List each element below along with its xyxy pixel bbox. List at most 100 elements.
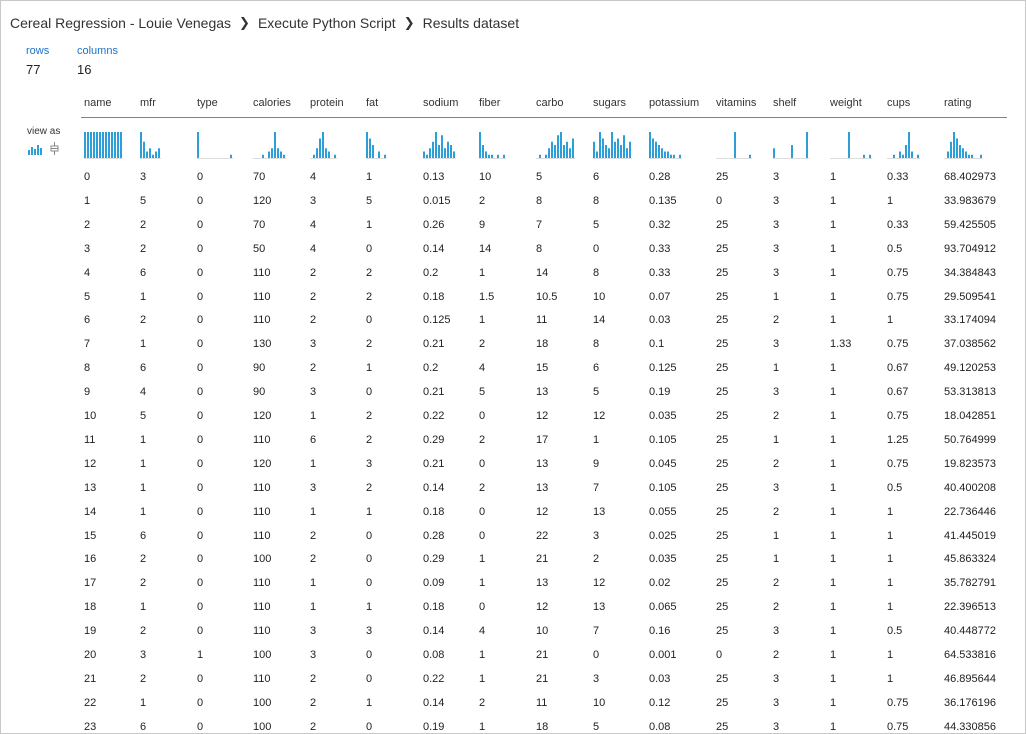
cell-carbo[interactable]: 21 <box>536 672 549 685</box>
cell-weight[interactable]: 1 <box>830 386 837 399</box>
cell-sodium[interactable]: 0.125 <box>423 314 451 327</box>
cell-name[interactable]: 18 <box>84 601 97 614</box>
cell-shelf[interactable]: 3 <box>773 242 780 255</box>
cell-shelf[interactable]: 2 <box>773 577 780 590</box>
cell-fiber[interactable]: 1 <box>479 553 486 566</box>
cell-sugars[interactable]: 10 <box>593 696 606 709</box>
cell-cups[interactable]: 1 <box>887 553 894 566</box>
breadcrumb-module[interactable]: Execute Python Script <box>257 15 396 31</box>
cell-cups[interactable]: 0.5 <box>887 242 903 255</box>
cell-sugars[interactable]: 6 <box>593 362 600 375</box>
cell-fiber[interactable]: 1.5 <box>479 290 495 303</box>
cell-sodium[interactable]: 0.18 <box>423 505 445 518</box>
cell-cups[interactable]: 0.75 <box>887 266 909 279</box>
cell-vitamins[interactable]: 25 <box>716 672 729 685</box>
cell-rating[interactable]: 68.402973 <box>944 171 996 183</box>
cell-rating[interactable]: 49.120253 <box>944 362 996 375</box>
cell-sugars[interactable]: 6 <box>593 171 600 183</box>
column-header-cups[interactable]: cups <box>887 97 911 109</box>
cell-fat[interactable]: 0 <box>366 577 373 590</box>
cell-sodium[interactable]: 0.2 <box>423 362 439 375</box>
column-header-calories[interactable]: calories <box>253 97 291 109</box>
cell-potassium[interactable]: 0.001 <box>649 649 677 661</box>
cell-sodium[interactable]: 0.28 <box>423 529 445 542</box>
cell-calories[interactable]: 120 <box>253 410 272 422</box>
cell-rating[interactable]: 18.042851 <box>944 410 996 422</box>
cell-fiber[interactable]: 2 <box>479 194 486 207</box>
cell-sodium[interactable]: 0.21 <box>423 386 445 399</box>
cell-fat[interactable]: 0 <box>366 529 373 542</box>
cell-type[interactable]: 0 <box>197 553 204 566</box>
cell-sodium[interactable]: 0.18 <box>423 601 445 614</box>
cell-sugars[interactable]: 8 <box>593 338 600 351</box>
cell-fiber[interactable]: 0 <box>479 457 486 470</box>
cell-mfr[interactable]: 2 <box>140 625 147 638</box>
cell-potassium[interactable]: 0.03 <box>649 314 671 327</box>
cell-mfr[interactable]: 2 <box>140 672 147 685</box>
cell-fat[interactable]: 1 <box>366 218 373 231</box>
cell-cups[interactable]: 1 <box>887 529 894 542</box>
cell-weight[interactable]: 1 <box>830 171 837 183</box>
cell-sugars[interactable]: 3 <box>593 672 600 685</box>
cell-cups[interactable]: 1 <box>887 314 894 327</box>
cell-name[interactable]: 2 <box>84 218 91 231</box>
cell-vitamins[interactable]: 25 <box>716 218 729 231</box>
cell-sugars[interactable]: 8 <box>593 194 600 207</box>
cell-calories[interactable]: 130 <box>253 338 272 351</box>
cell-carbo[interactable]: 21 <box>536 553 549 566</box>
cell-sodium[interactable]: 0.21 <box>423 457 445 470</box>
cell-cups[interactable]: 1 <box>887 601 894 614</box>
cell-fat[interactable]: 2 <box>366 433 373 446</box>
cell-type[interactable]: 0 <box>197 362 204 375</box>
cell-name[interactable]: 4 <box>84 266 91 279</box>
cell-calories[interactable]: 100 <box>253 720 272 733</box>
cell-calories[interactable]: 110 <box>253 314 271 327</box>
cell-cups[interactable]: 0.75 <box>887 696 909 709</box>
cell-carbo[interactable]: 17 <box>536 433 549 446</box>
cell-mfr[interactable]: 1 <box>140 481 147 494</box>
cell-mfr[interactable]: 6 <box>140 362 147 375</box>
cell-shelf[interactable]: 3 <box>773 720 780 733</box>
cell-fat[interactable]: 2 <box>366 290 373 303</box>
column-header-type[interactable]: type <box>197 97 218 109</box>
cell-vitamins[interactable]: 25 <box>716 481 729 494</box>
cell-weight[interactable]: 1 <box>830 481 837 494</box>
cell-calories[interactable]: 120 <box>253 457 272 470</box>
cell-carbo[interactable]: 18 <box>536 720 549 733</box>
cell-fiber[interactable]: 10 <box>479 171 492 183</box>
histogram-mfr[interactable] <box>140 131 161 159</box>
column-header-shelf[interactable]: shelf <box>773 97 797 109</box>
cell-weight[interactable]: 1 <box>830 457 837 470</box>
cell-fiber[interactable]: 2 <box>479 696 486 709</box>
cell-type[interactable]: 1 <box>197 649 204 661</box>
histogram-fiber[interactable] <box>479 131 506 159</box>
cell-name[interactable]: 16 <box>84 553 97 566</box>
cell-potassium[interactable]: 0.32 <box>649 218 671 231</box>
cell-cups[interactable]: 1 <box>887 577 894 590</box>
cell-fat[interactable]: 0 <box>366 720 373 733</box>
cell-carbo[interactable]: 15 <box>536 362 549 375</box>
histogram-weight[interactable] <box>830 131 872 159</box>
cell-shelf[interactable]: 2 <box>773 601 780 614</box>
vertical-scrollbar[interactable] <box>1009 117 1019 729</box>
cell-cups[interactable]: 0.67 <box>887 362 909 375</box>
cell-vitamins[interactable]: 25 <box>716 553 729 566</box>
cell-shelf[interactable]: 3 <box>773 171 780 183</box>
cell-shelf[interactable]: 1 <box>773 433 780 446</box>
cell-mfr[interactable]: 1 <box>140 457 147 470</box>
cell-vitamins[interactable]: 25 <box>716 338 729 351</box>
cell-weight[interactable]: 1 <box>830 577 837 590</box>
cell-shelf[interactable]: 3 <box>773 672 780 685</box>
cell-type[interactable]: 0 <box>197 266 204 279</box>
cell-weight[interactable]: 1 <box>830 601 837 614</box>
cell-vitamins[interactable]: 25 <box>716 529 729 542</box>
cell-cups[interactable]: 0.75 <box>887 720 909 733</box>
cell-shelf[interactable]: 3 <box>773 338 780 351</box>
column-header-carbo[interactable]: carbo <box>536 97 564 109</box>
cell-fiber[interactable]: 5 <box>479 386 486 399</box>
cell-mfr[interactable]: 1 <box>140 505 147 518</box>
cell-vitamins[interactable]: 25 <box>716 266 729 279</box>
cell-type[interactable]: 0 <box>197 696 204 709</box>
cell-calories[interactable]: 90 <box>253 362 266 375</box>
histogram-icon[interactable] <box>28 144 44 155</box>
